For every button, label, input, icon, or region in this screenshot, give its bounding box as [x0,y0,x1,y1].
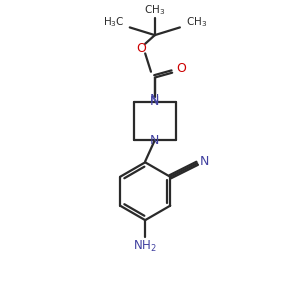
Text: CH$_3$: CH$_3$ [144,3,165,17]
Text: N: N [150,93,160,106]
Text: H$_3$C: H$_3$C [103,16,124,29]
Text: NH$_2$: NH$_2$ [133,238,157,254]
Text: O: O [176,62,186,75]
Text: N: N [150,134,160,147]
Text: N: N [200,155,210,168]
Text: CH$_3$: CH$_3$ [186,16,207,29]
Text: O: O [136,42,146,55]
Text: N: N [150,95,160,108]
